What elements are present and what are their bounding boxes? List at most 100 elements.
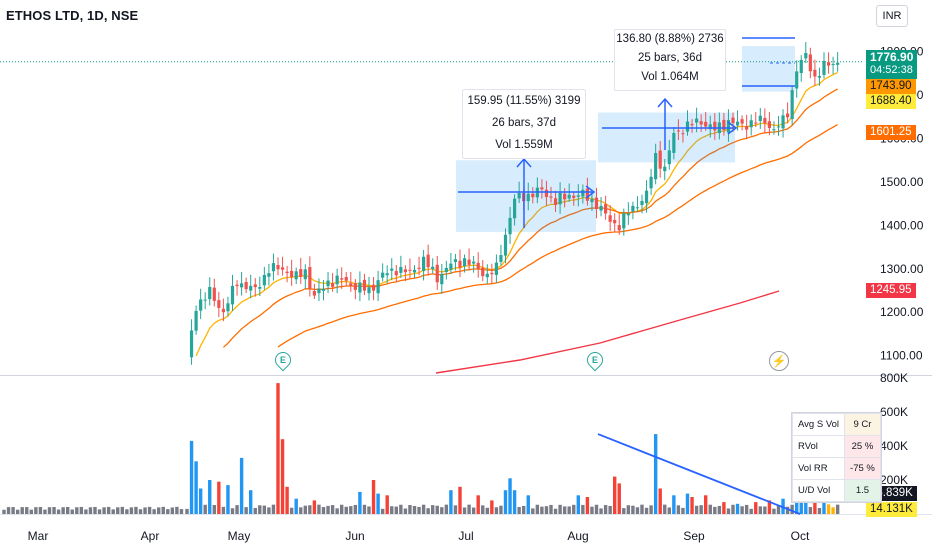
volume-bar [371,480,376,514]
volume-bar [189,440,194,514]
volume-bar [34,507,38,514]
volume-bar [440,507,444,514]
volume-bar [503,490,508,514]
volume-bar [185,508,189,514]
volume-bar [790,504,794,514]
volume-bar [549,504,553,514]
volume-bar [813,498,817,514]
callout-2-change: 136.80 (8.88%) 2736 [616,33,724,45]
volume-bar [84,509,88,514]
candle-body [649,176,653,189]
candle-body [444,267,448,273]
volume-bar [435,505,439,514]
candle-body [285,271,289,274]
candle-body [731,117,735,123]
volume-bar [330,505,335,514]
volume-bar [56,509,61,514]
candle-body [772,129,776,131]
price-range-callout-2[interactable]: 136.80 (8.88%) 2736 25 bars, 36d Vol 1.0… [614,29,726,91]
volume-bar [70,509,74,514]
candle-body [194,310,198,331]
candle-body [199,299,203,311]
candle-body [235,284,239,287]
candle-body [695,118,699,123]
volume-bar [426,508,430,514]
volume-bar [116,507,120,514]
candle-body [221,308,225,313]
volume-bar [653,434,658,514]
volume-tick-label: 600K [880,405,908,419]
lightning-icon[interactable]: ⚡ [769,351,789,371]
volume-bar [731,504,735,514]
volume-bar [467,504,471,514]
volume-bar [380,508,385,514]
candle-body [230,285,235,305]
volume-bar [125,509,129,514]
volume-bar [603,505,608,514]
volume-bar [808,507,813,514]
volume-bar [61,507,65,514]
volume-bar [663,504,667,514]
volume-bar [170,507,175,514]
volume-bar [449,490,453,514]
candle-body [449,263,453,270]
ema-line-mid [222,88,838,348]
candle-body [626,213,630,216]
volume-bar [394,506,398,514]
volume-bar [303,505,307,514]
callout-1-change: 159.95 (11.55%) 3199 [467,95,581,107]
volume-bar [143,507,147,514]
volume-bar [617,483,621,514]
volume-bar [235,505,239,514]
candle-body [426,254,430,268]
stats-row: RVol 25 % [791,435,881,458]
volume-bar [230,508,235,514]
volume-bar [758,506,762,514]
candle-body [249,285,253,291]
candle-body [617,225,621,231]
candle-body [604,204,608,214]
candle-body [376,280,380,294]
candle-body [754,122,758,124]
candle-body [294,271,298,280]
volume-bar [699,505,703,514]
candle-body [399,266,403,273]
volume-bar [280,439,285,514]
volume-bar [203,504,207,514]
candle-body [567,194,571,199]
candle-body [667,150,671,165]
candle-body [417,267,421,269]
candle-body [531,193,535,198]
time-tick-label: Jun [345,529,364,543]
price-range-callout-1[interactable]: 159.95 (11.55%) 3199 26 bars, 37d Vol 1.… [462,89,586,159]
candle-body [576,195,580,197]
volume-label-2: 14.131K [866,502,917,517]
currency-selector[interactable]: INR [876,5,908,27]
candle-body [608,215,612,222]
volume-bar [102,507,106,514]
volume-bar [166,509,170,514]
volume-bar [626,505,631,514]
volume-bar [667,507,671,514]
volume-bar [208,480,212,514]
volume-bar [490,500,494,514]
stats-row: U/D Vol 1.5 [791,479,881,502]
volume-bar [120,506,124,514]
volume-bar [785,506,790,514]
candle-body [613,219,617,224]
volume-bar [672,495,676,514]
volume-bar [421,504,426,514]
volume-tick-label: 200K [880,473,908,487]
volume-bar [276,383,280,514]
candle-body [690,124,694,126]
volume-bar [535,504,540,514]
volume-bar [822,502,826,514]
candle-body [795,71,799,89]
candle-body [326,280,330,287]
callout-1-bars: 26 bars, 37d [492,117,556,129]
symbol-title: ETHOS LTD, 1D, NSE [6,8,139,23]
candle-body [403,269,407,273]
candle-body [763,117,767,124]
candle-body [481,267,485,277]
